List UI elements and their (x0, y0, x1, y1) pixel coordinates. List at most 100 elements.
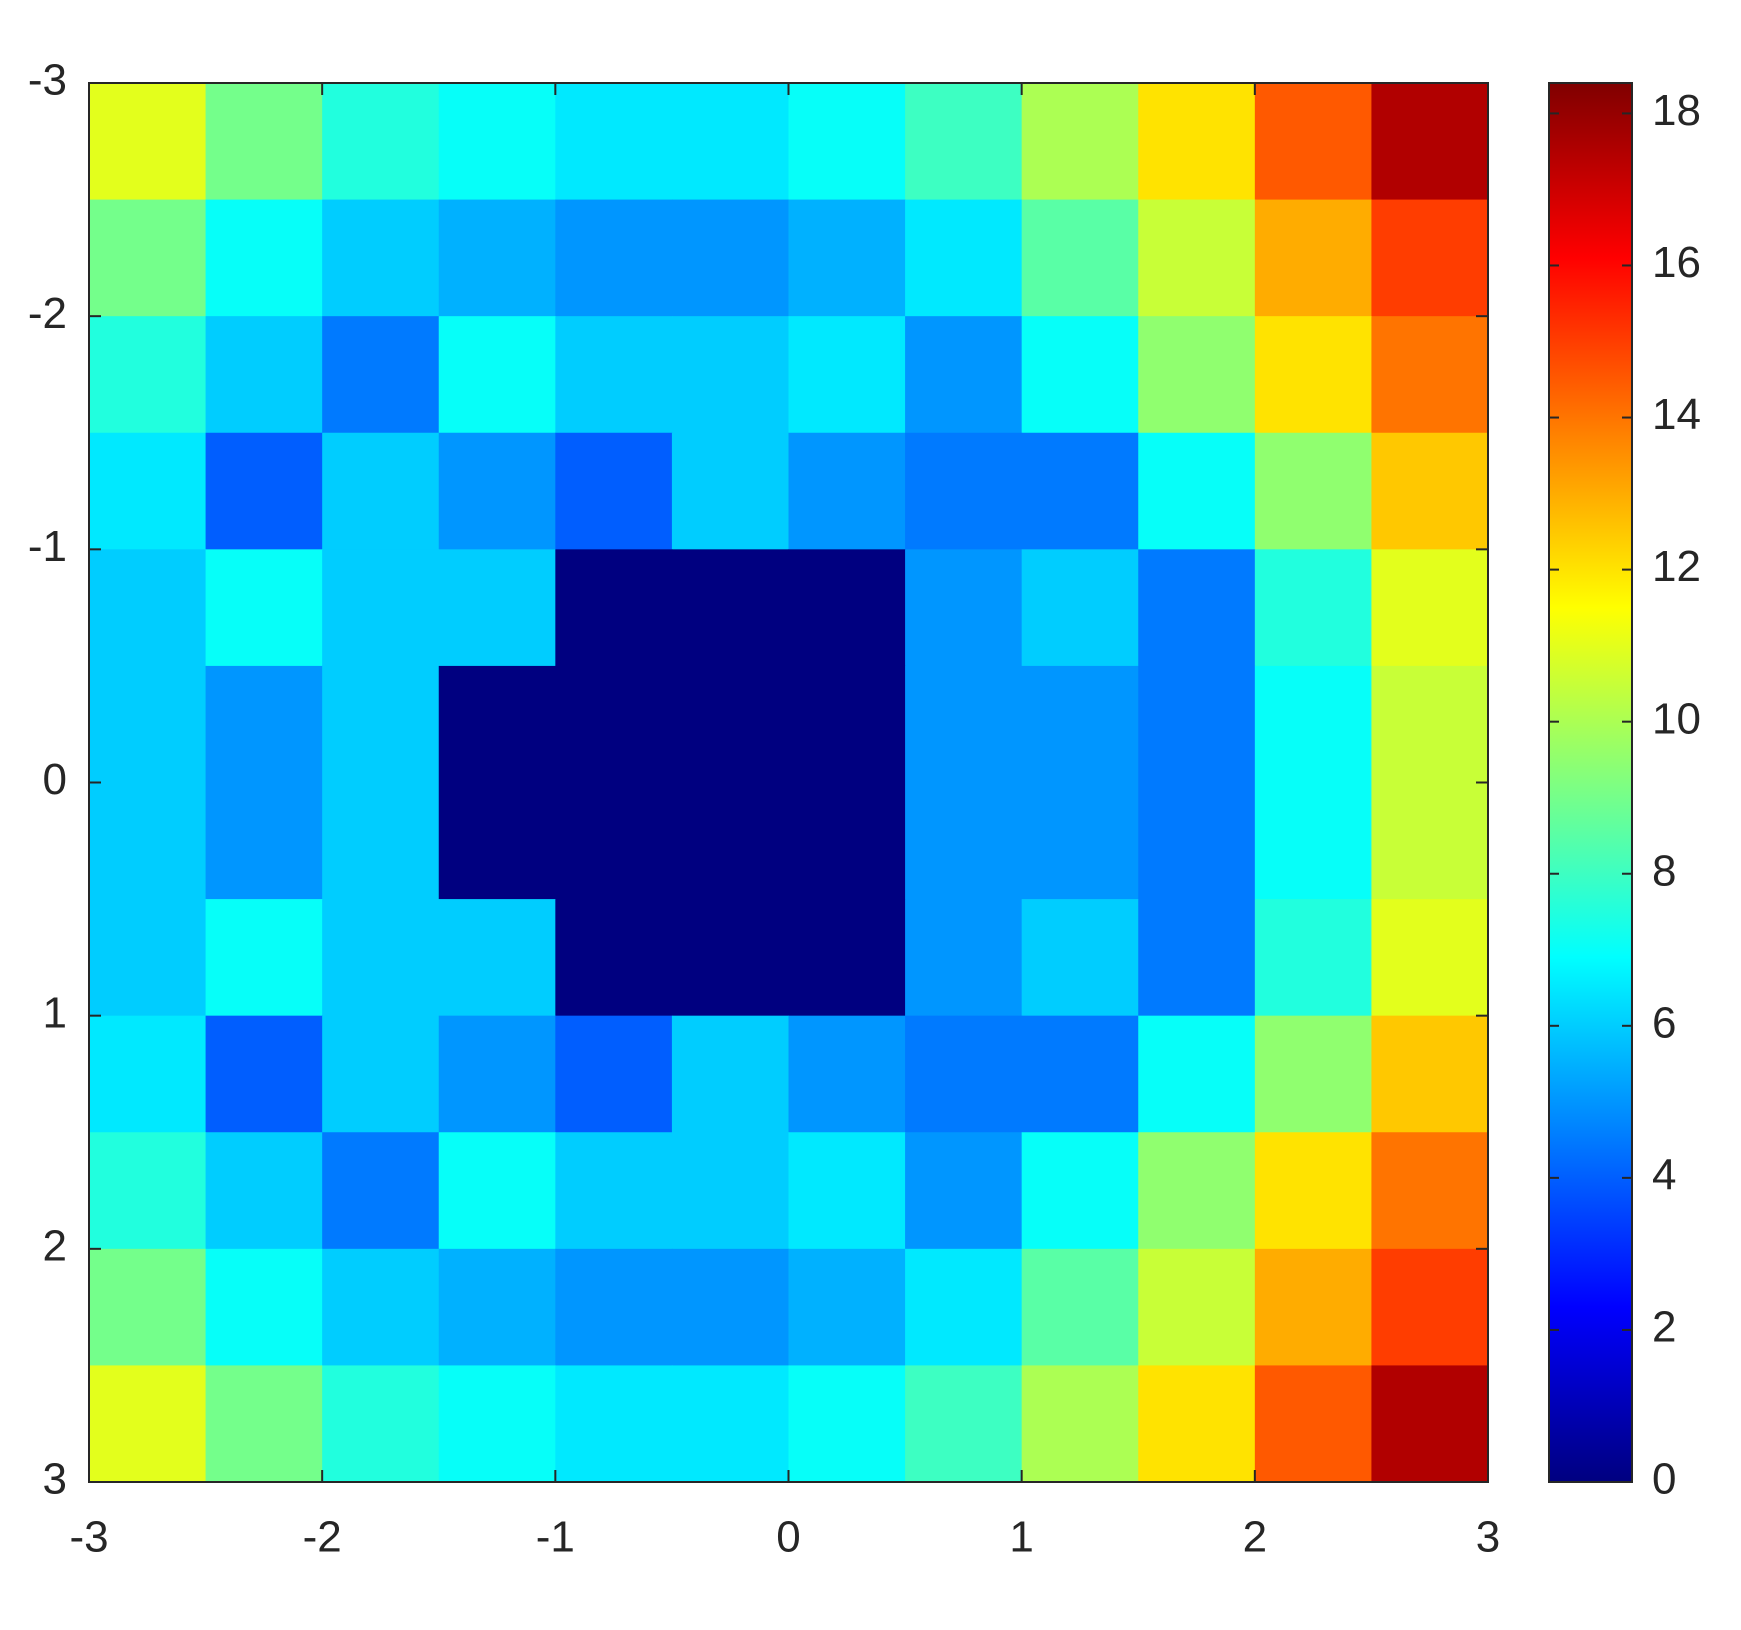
x-tick-label: 3 (1476, 1513, 1500, 1562)
heat-cell (671, 549, 790, 667)
heat-cell (1371, 899, 1489, 1017)
heat-cell (438, 899, 556, 1017)
heat-cell (322, 1015, 440, 1133)
heat-cell (788, 1015, 906, 1133)
heat-cell (905, 1015, 1023, 1133)
y-tick-label: 0 (43, 755, 67, 804)
heat-cell (905, 1248, 1023, 1367)
heat-cell (788, 432, 906, 550)
y-tick-label: -3 (28, 56, 67, 105)
heat-cell (905, 665, 1023, 784)
heat-cell (1371, 1132, 1489, 1250)
x-tick-label: 1 (1009, 1513, 1033, 1562)
y-tick-label: 1 (43, 988, 67, 1037)
heat-cell (905, 1132, 1023, 1250)
heat-cell (555, 432, 673, 550)
heat-cell (89, 549, 207, 667)
heat-cell (205, 782, 323, 900)
heat-cell (555, 1015, 673, 1133)
heat-cell (322, 1365, 440, 1483)
heat-cell (788, 549, 906, 667)
heat-cell (1371, 316, 1489, 434)
heat-cell (205, 432, 323, 550)
heat-cell (322, 665, 440, 784)
colorbar-tick-label: 8 (1652, 846, 1676, 895)
heat-cell (671, 1248, 790, 1367)
heat-cell (205, 1248, 323, 1367)
heat-cell (438, 432, 556, 550)
heat-cell (905, 199, 1023, 317)
y-tick-label: 2 (43, 1221, 67, 1270)
heat-cell (205, 1365, 323, 1483)
heat-cell (905, 549, 1023, 667)
heat-cell (555, 782, 673, 900)
heat-cell (89, 199, 207, 317)
heat-cell (671, 899, 790, 1017)
heat-cell (438, 1015, 556, 1133)
heat-cell (438, 549, 556, 667)
heat-cell (905, 782, 1023, 900)
heat-cell (1021, 782, 1139, 900)
colorbar-tick-label: 6 (1652, 998, 1676, 1047)
heat-cell (1138, 549, 1256, 667)
x-tick-label: -1 (536, 1513, 575, 1562)
colorbar-tick-label: 16 (1652, 238, 1701, 287)
heat-cell (905, 83, 1023, 201)
heat-cell (1371, 432, 1489, 550)
heat-cell (1254, 199, 1373, 317)
heat-cell (1021, 316, 1139, 434)
heat-cell (1021, 549, 1139, 667)
heat-cell (788, 1132, 906, 1250)
heat-cell (1138, 899, 1256, 1017)
colorbar-tick-label: 18 (1652, 86, 1701, 135)
colorbar-tick-label: 12 (1652, 542, 1701, 591)
heat-cell (322, 199, 440, 317)
heat-cell (555, 899, 673, 1017)
heat-cell (1138, 432, 1256, 550)
heat-cell (1371, 199, 1489, 317)
heat-cell (671, 1365, 790, 1483)
heat-cell (555, 83, 673, 201)
heatmap (89, 83, 1489, 1483)
heat-cell (555, 1132, 673, 1250)
heat-cell (1371, 83, 1489, 201)
heat-cell (205, 316, 323, 434)
heat-cell (205, 199, 323, 317)
heat-cell (555, 199, 673, 317)
heat-cell (438, 83, 556, 201)
heat-cell (205, 665, 323, 784)
heat-cell (555, 1365, 673, 1483)
heat-cell (322, 1132, 440, 1250)
heat-cell (322, 549, 440, 667)
heat-cell (89, 432, 207, 550)
colorbar-tick-label: 0 (1652, 1455, 1676, 1504)
heat-cell (905, 432, 1023, 550)
heat-cell (671, 1132, 790, 1250)
heat-cell (671, 1015, 790, 1133)
heat-cell (1138, 1248, 1256, 1367)
heat-cell (322, 316, 440, 434)
heat-cell (1254, 316, 1373, 434)
colorbar-tick-label: 14 (1652, 390, 1701, 439)
x-tick-label: -3 (69, 1513, 108, 1562)
heat-cell (205, 1015, 323, 1133)
heat-cell (438, 199, 556, 317)
heat-cell (905, 1365, 1023, 1483)
heat-cell (322, 1248, 440, 1367)
heat-cell (788, 899, 906, 1017)
heat-cell (1138, 782, 1256, 900)
colorbar-tick-label: 4 (1652, 1150, 1676, 1199)
heat-cell (1254, 432, 1373, 550)
heat-cell (1138, 1132, 1256, 1250)
heat-cell (788, 199, 906, 317)
heat-cell (89, 782, 207, 900)
heat-cell (1254, 665, 1373, 784)
heat-cell (788, 1248, 906, 1367)
heat-cell (1254, 1132, 1373, 1250)
heat-cell (788, 1365, 906, 1483)
y-tick-label: -1 (28, 522, 67, 571)
heat-cell (1021, 1248, 1139, 1367)
heat-cell (1138, 199, 1256, 317)
heat-cell (438, 1365, 556, 1483)
heat-cell (555, 316, 673, 434)
